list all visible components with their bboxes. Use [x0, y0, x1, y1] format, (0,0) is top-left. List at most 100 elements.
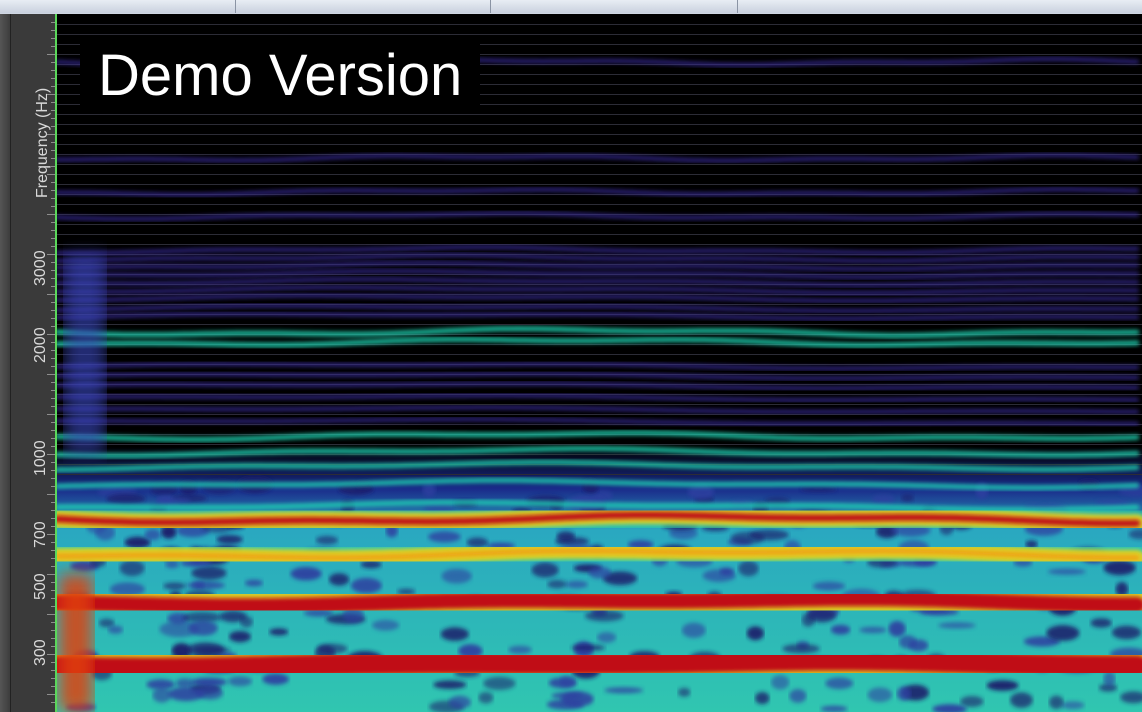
noise-speckle [588, 566, 611, 579]
ruler-tick [51, 222, 55, 223]
ruler-tick [51, 318, 55, 319]
ruler-tick [51, 638, 55, 639]
ruler-tick [51, 342, 55, 343]
ruler-tick [51, 582, 55, 583]
ruler-tick [51, 86, 55, 87]
ruler-tick [51, 558, 55, 559]
playback-cursor[interactable] [55, 14, 57, 712]
ruler-tick [51, 206, 55, 207]
faint-harmonic-band [57, 285, 1139, 295]
grid-line [57, 114, 1142, 115]
ruler-tick [51, 438, 55, 439]
noise-speckle [1046, 625, 1080, 641]
grid-line [57, 194, 1142, 195]
grid-line [57, 424, 1142, 425]
ruler-tick [51, 126, 55, 127]
time-ruler-strip[interactable] [0, 0, 1142, 15]
grid-line [57, 144, 1142, 145]
ruler-tick [51, 238, 55, 239]
ruler-tick [51, 590, 55, 591]
ruler-tick [51, 470, 55, 471]
noise-speckle [681, 622, 706, 638]
noise-speckle [859, 626, 887, 634]
grid-line [57, 234, 1142, 235]
weak-harmonic-band [57, 430, 1140, 442]
noise-speckle [531, 562, 559, 578]
noise-speckle [448, 695, 471, 709]
grid-line [57, 84, 1142, 85]
spectrogram-image [57, 14, 1142, 712]
ruler-tick [51, 478, 55, 479]
ruler-tick [51, 102, 55, 103]
grid-line [57, 74, 1142, 75]
ruler-tick [51, 670, 55, 671]
grid-line [57, 294, 1142, 295]
onset-column [65, 254, 105, 454]
ruler-tick [51, 606, 55, 607]
noise-speckle [440, 627, 469, 641]
time-ruler-segment [236, 0, 491, 13]
spectrogram-plot[interactable] [57, 14, 1142, 712]
ruler-tick [51, 270, 55, 271]
grid-line [57, 404, 1142, 405]
ruler-tick [47, 134, 55, 135]
ruler-tick [51, 526, 55, 527]
grid-line [57, 474, 1142, 475]
ruler-tick [51, 78, 55, 79]
noise-speckle [800, 485, 837, 493]
ruler-tick [51, 230, 55, 231]
faint-harmonic-band [57, 253, 1139, 263]
ruler-tick [51, 662, 55, 663]
harmonic-core [57, 590, 1142, 615]
grid-line [57, 454, 1142, 455]
demo-watermark: Demo Version [80, 36, 481, 114]
ruler-tick [51, 510, 55, 511]
faint-harmonic-band [57, 187, 1139, 197]
ruler-tick [47, 494, 55, 495]
faint-harmonic-band [57, 293, 1139, 303]
noise-speckle [677, 687, 691, 697]
ruler-tick [47, 574, 55, 575]
weak-harmonic-band [57, 336, 1140, 348]
ruler-tick [51, 566, 55, 567]
faint-harmonic-band [57, 153, 1139, 163]
ruler-tick [47, 294, 55, 295]
ruler-tick [51, 382, 55, 383]
frequency-axis-ruler[interactable]: Frequency (Hz) 300 500 700 1000 2000 3000 [11, 14, 55, 712]
grid-line [57, 354, 1142, 355]
ruler-tick [51, 118, 55, 119]
grid-line [57, 24, 1142, 25]
noise-speckle [888, 621, 906, 637]
ruler-tick [47, 534, 55, 535]
grid-line [57, 444, 1142, 445]
harmonic-core [57, 648, 1142, 680]
grid-line [57, 254, 1142, 255]
grid-line [57, 104, 1142, 105]
grid-line [57, 334, 1142, 335]
grid-line [57, 204, 1142, 205]
ruler-tick [51, 678, 55, 679]
ruler-tick [51, 502, 55, 503]
faint-harmonic-band [57, 361, 1139, 371]
grid-line [57, 284, 1142, 285]
noise-speckle [871, 494, 895, 504]
ruler-tick [51, 446, 55, 447]
ruler-tick [51, 62, 55, 63]
grid-line [57, 164, 1142, 165]
ruler-tick [51, 166, 55, 167]
ruler-tick [47, 454, 55, 455]
grid-line [57, 414, 1142, 415]
onset-low-burst [59, 574, 93, 712]
ruler-tick [51, 22, 55, 23]
ruler-tick [51, 198, 55, 199]
weak-harmonic-band [57, 326, 1140, 339]
faint-harmonic-band [57, 381, 1139, 391]
noise-speckle [315, 535, 339, 545]
ruler-tick [47, 414, 55, 415]
ruler-tick [51, 398, 55, 399]
grid-line [57, 174, 1142, 175]
ruler-tick [47, 374, 55, 375]
faint-harmonic-band [57, 311, 1139, 321]
noise-speckle [789, 689, 807, 703]
ruler-tick [51, 326, 55, 327]
